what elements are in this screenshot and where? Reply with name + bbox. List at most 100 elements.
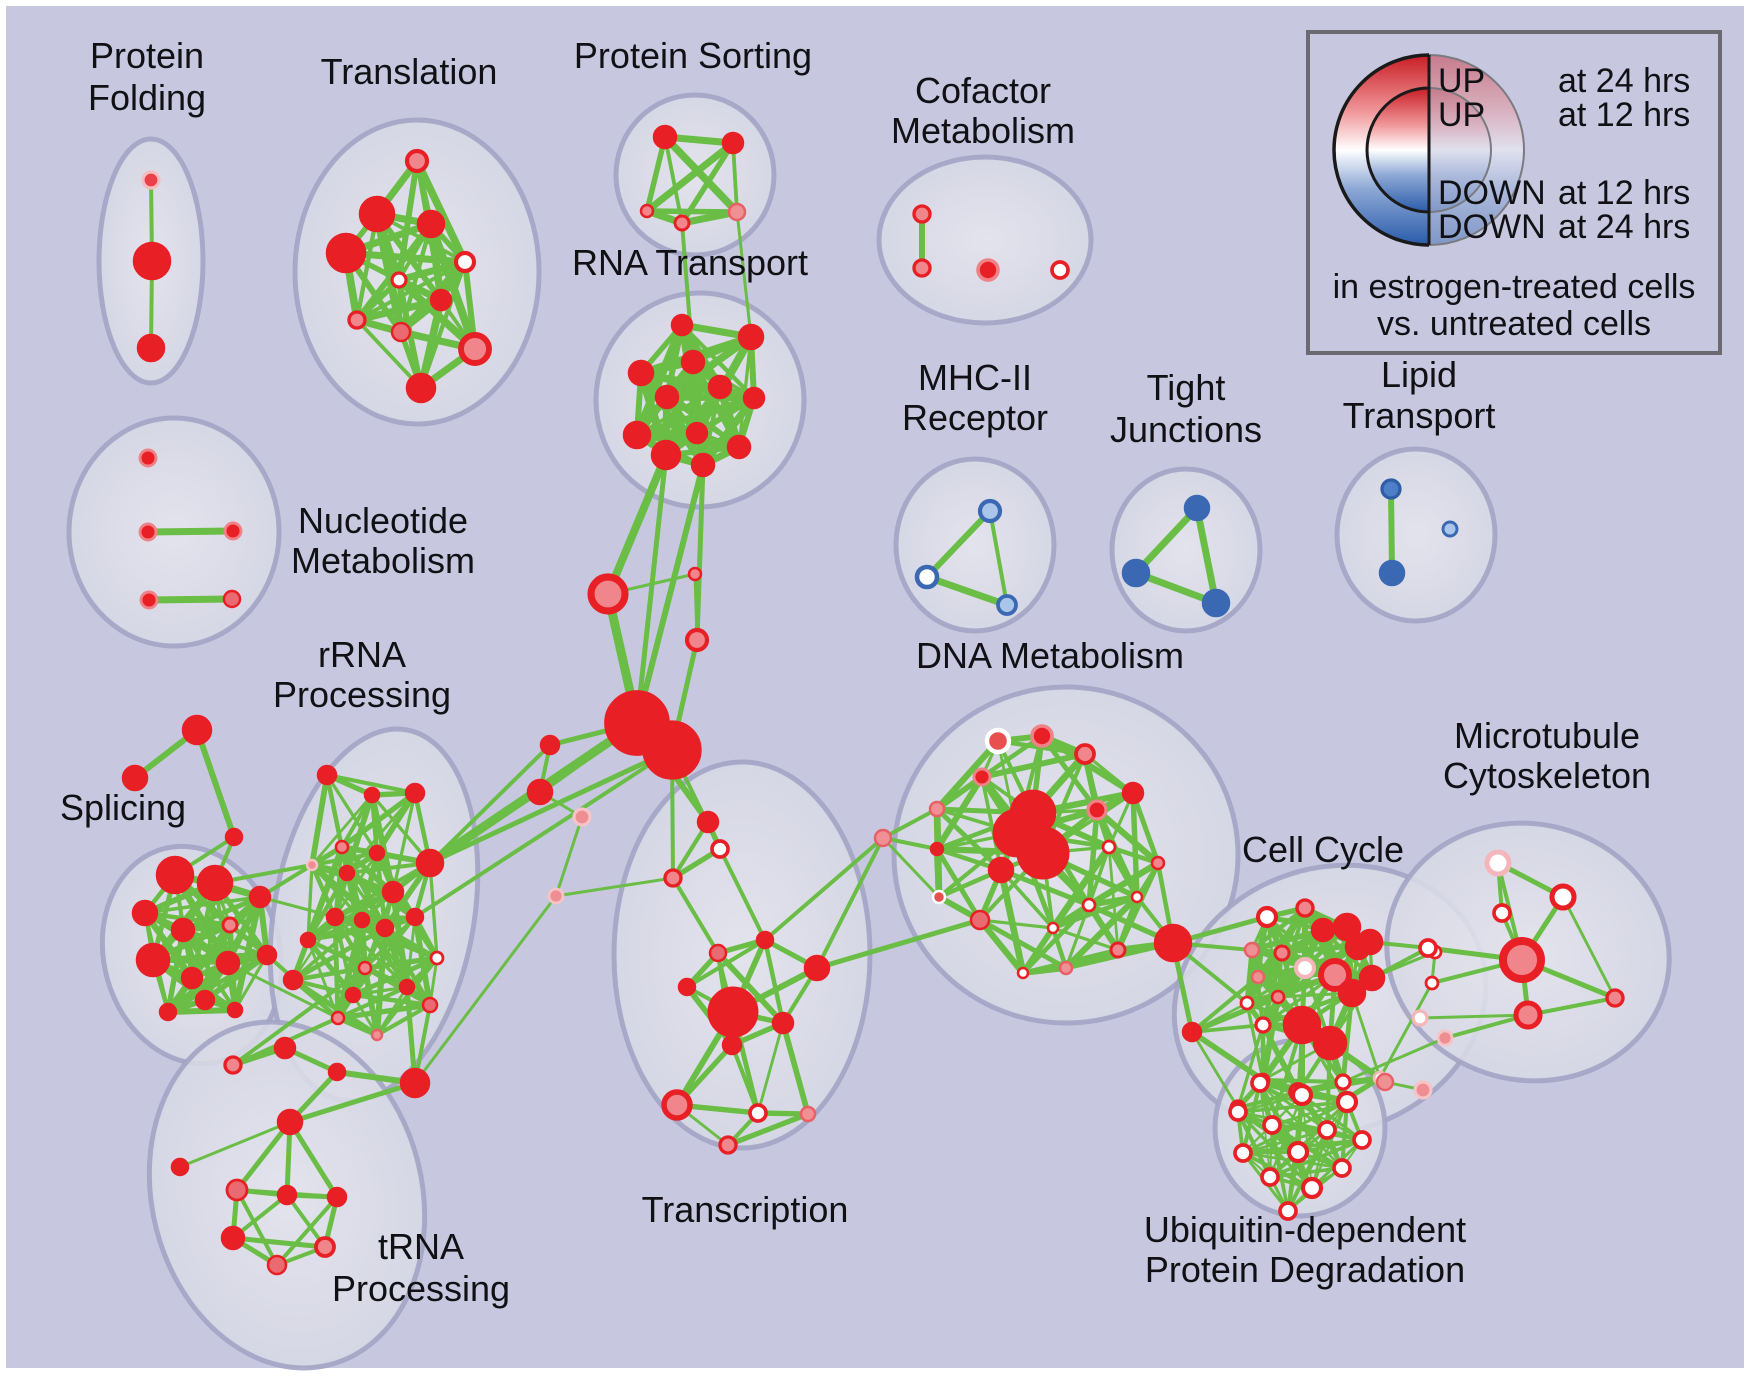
edge-dna	[934, 806, 1004, 873]
edge-dna	[979, 733, 1045, 780]
edge-splicing	[180, 894, 263, 933]
edge-dna	[978, 918, 1055, 930]
node-rrna	[305, 858, 319, 872]
layer-nodes	[121, 124, 1625, 1276]
edge-dna	[1020, 925, 1056, 976]
cluster-label-tight-junctions: Tight	[1147, 367, 1226, 408]
node-cell-cycle	[1312, 1025, 1348, 1061]
edge-rrna	[428, 861, 439, 960]
legend-box	[1306, 30, 1722, 355]
node-nucleotide	[222, 589, 242, 609]
edge-transcription	[718, 847, 767, 942]
edge-inter	[634, 452, 669, 726]
node-ubiquitin	[1233, 1143, 1253, 1163]
cluster-label-nucleotide: Nucleotide	[298, 500, 468, 541]
node-rrna	[415, 848, 445, 878]
cluster-label-trna: Processing	[332, 1268, 510, 1309]
edge-dna	[1085, 859, 1162, 909]
node-ubiquitin	[1300, 1176, 1324, 1200]
node-rrna	[330, 1010, 346, 1026]
cluster-label-tight-junctions: Junctions	[1110, 409, 1262, 450]
cluster-label-cofactor: Cofactor	[915, 70, 1051, 111]
node-dna	[1086, 799, 1108, 821]
node-splicing	[226, 1001, 244, 1019]
node-rna-transport	[622, 420, 652, 450]
legend-time-1: at 12 hrs	[1558, 96, 1690, 134]
node-cell-cycle	[1358, 964, 1386, 992]
edge-translation	[354, 221, 434, 323]
edge-splicing	[165, 1007, 238, 1015]
node-tight-junctions	[1201, 588, 1231, 618]
edge-splicing	[189, 894, 263, 981]
edge-transcription	[762, 937, 786, 1026]
node-rrna	[368, 844, 386, 862]
node-trna	[276, 1184, 298, 1206]
node-rna-transport	[627, 359, 655, 387]
node-splicing	[131, 899, 159, 927]
node-cell-cycle	[1254, 1016, 1272, 1034]
cluster-label-nucleotide: Metabolism	[291, 540, 475, 581]
edge-cell-cycle	[1236, 1023, 1265, 1110]
edge-inter	[881, 807, 939, 840]
node-dna	[972, 767, 992, 787]
edge-inter	[815, 836, 885, 970]
node-trna	[266, 1254, 288, 1276]
edge-dna	[1130, 790, 1161, 866]
node-dna	[1150, 855, 1166, 871]
node-rna-transport	[726, 434, 752, 460]
edge-dna	[1085, 901, 1122, 954]
node-rrna	[316, 764, 338, 786]
node-splicing	[256, 944, 278, 966]
edge-inter	[554, 815, 584, 898]
edge-rrna	[309, 862, 338, 920]
legend-fade-overlay	[1429, 55, 1524, 245]
node-protein-sorting	[639, 203, 655, 219]
edge-dna	[934, 846, 983, 923]
edge-ubiquitin	[1241, 1128, 1329, 1155]
cluster-label-lipid: Lipid	[1381, 354, 1457, 395]
node-splicing	[155, 855, 195, 895]
cluster-ellipse-tight-junctions	[1109, 466, 1263, 634]
edge-dna	[997, 866, 1027, 977]
cluster-ellipse-mhc	[893, 456, 1057, 634]
node-translation	[404, 148, 430, 174]
node-ubiquitin	[1260, 1167, 1280, 1187]
edge-rrna	[332, 914, 368, 971]
edge-dna	[1086, 807, 1100, 908]
node-rrna	[404, 782, 426, 804]
node-rna-transport	[680, 349, 706, 375]
node-mhc	[977, 498, 1003, 524]
edge-transcription	[670, 875, 721, 956]
node-rna-transport	[742, 386, 766, 410]
edge-transcription	[725, 1111, 811, 1148]
node-dna	[1046, 921, 1060, 935]
node-ubiquitin	[1352, 1130, 1372, 1150]
edge-tight-junctions	[1193, 504, 1220, 607]
node-splicing	[180, 966, 204, 990]
node-translation	[405, 372, 437, 404]
node-translation	[429, 288, 453, 312]
node-cell-cycle	[1282, 1005, 1322, 1045]
node-rrna	[334, 839, 350, 855]
node-rrna	[344, 986, 362, 1004]
node-dna	[1121, 781, 1145, 805]
cluster-ellipse-lipid	[1334, 446, 1498, 624]
edge-protein-sorting	[643, 139, 737, 215]
node-protein-sorting	[727, 202, 747, 222]
cluster-label-rrna: Processing	[273, 674, 451, 715]
edge-inter	[231, 966, 367, 1067]
node-dna	[1130, 890, 1144, 904]
edge-splicing	[233, 953, 269, 1012]
node-connector-J	[873, 828, 893, 848]
edge-dna	[933, 737, 1002, 813]
edge-rrna	[310, 793, 374, 867]
edge-cell-cycle	[1244, 947, 1255, 1006]
node-rrna	[338, 864, 356, 882]
edge-dna	[977, 917, 1069, 971]
node-rrna	[363, 786, 381, 804]
node-nucleotide	[138, 522, 158, 542]
node-translation	[458, 332, 492, 366]
edge-cell-cycle	[1350, 991, 1382, 1080]
edge-inter	[554, 876, 675, 898]
